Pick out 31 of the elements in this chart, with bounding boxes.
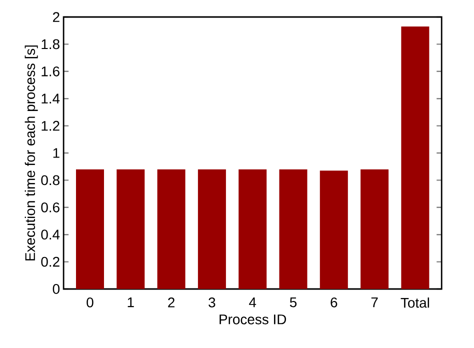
y-tick-label: 0.2 — [41, 256, 60, 267]
y-tick-label: 0 — [52, 284, 60, 294]
y-tick-label: 0.6 — [41, 202, 60, 212]
x-tick-label: 3 — [208, 297, 216, 308]
y-tick-label: 0.8 — [41, 175, 60, 186]
y-axis-title: Execution time for each process [s] — [24, 45, 38, 260]
y-tick-label: 1.6 — [42, 66, 60, 76]
bar — [198, 169, 226, 289]
x-tick-label: 7 — [371, 298, 378, 308]
x-tick-label: 0 — [86, 297, 94, 308]
x-tick-label: 4 — [249, 298, 256, 308]
bar — [401, 26, 430, 289]
y-tick-label: 1.2 — [42, 120, 60, 131]
y-tick-label: 1.4 — [42, 94, 60, 104]
x-tick-label: 1 — [128, 298, 134, 308]
y-tick-label: 1 — [53, 148, 60, 158]
x-tick-label: 5 — [290, 298, 297, 308]
bar — [157, 169, 186, 289]
y-tick-label: 0.4 — [41, 230, 60, 240]
bar — [320, 170, 348, 289]
bar — [279, 169, 308, 289]
x-axis-title: Process ID — [220, 314, 286, 324]
bar — [76, 169, 104, 289]
x-tick-label: 2 — [168, 297, 174, 308]
y-tick-label: 1.8 — [42, 39, 60, 50]
bar — [360, 169, 389, 289]
x-tick-label: 6 — [330, 297, 338, 308]
x-tick-label: Total — [400, 298, 430, 308]
bar — [238, 169, 267, 289]
y-tick-label: 2 — [53, 12, 60, 22]
bar — [116, 169, 145, 289]
